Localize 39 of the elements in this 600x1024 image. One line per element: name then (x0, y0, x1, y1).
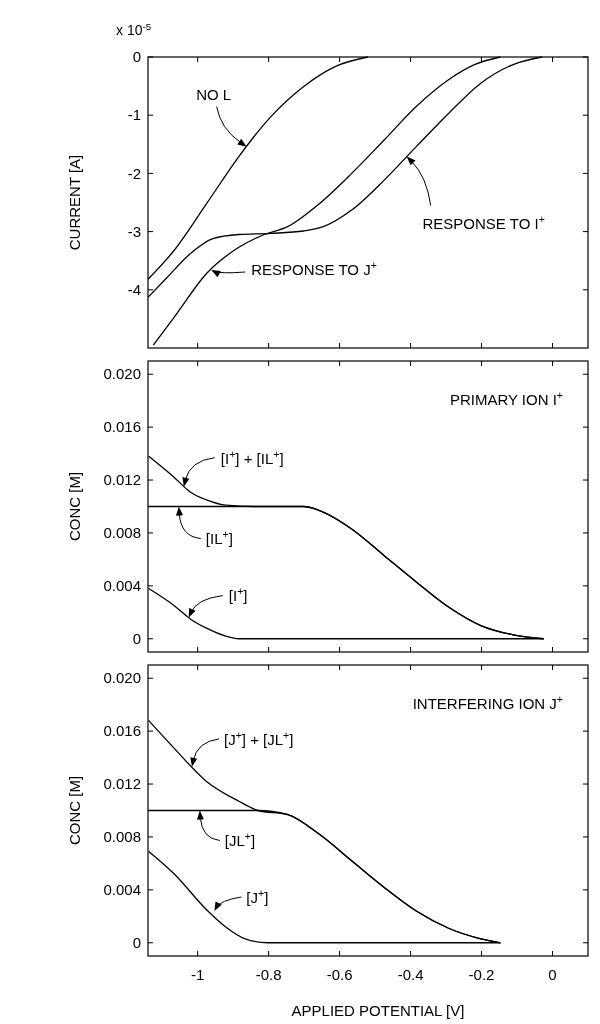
annotation: RESPONSE TO I$^{+}$ (422, 212, 545, 232)
y-tick-label: 0 (132, 630, 141, 648)
y-tick-label: -4 (127, 281, 141, 299)
y-tick-label: -3 (127, 222, 141, 240)
y-tick-label: 0.004 (103, 577, 141, 595)
y-axis-title: CURRENT [A] (66, 154, 83, 251)
x-tick-label: -0.2 (468, 966, 495, 983)
annotation: RESPONSE TO J$^{+}$ (251, 259, 377, 279)
y-tick-label: 0 (132, 48, 141, 66)
y-tick-label: 0.020 (103, 365, 141, 383)
annotation: [JL$^{+}$] (224, 829, 256, 849)
annotation: [J$^{+}$] + [JL$^{+}$] (224, 729, 294, 749)
y-tick-label: 0.008 (103, 828, 141, 846)
x-tick-label: -0.8 (255, 966, 282, 983)
y-tick-label: 0.020 (103, 669, 141, 687)
x-tick-label: -0.6 (326, 966, 353, 983)
annotation: [I$^{+}$] + [IL$^{+}$] (220, 447, 284, 467)
y-tick-label: 0.016 (103, 418, 141, 436)
y-tick-label: 0.012 (103, 775, 141, 793)
y-tick-label: 0 (132, 934, 141, 952)
y-tick-label: -2 (127, 164, 141, 182)
annotation: [I$^{+}$] (228, 584, 248, 604)
x-tick-label: 0 (548, 966, 557, 983)
text: INTERFERING ION J$^{+}$ (412, 693, 563, 712)
annotation: NO L (196, 85, 232, 103)
y-tick-label: 0.012 (103, 471, 141, 489)
x-tick-label: -1 (191, 966, 205, 983)
annotation: [J$^{+}$] (246, 887, 269, 907)
y-tick-label: 0.016 (103, 722, 141, 740)
y-tick-label: 0.004 (103, 881, 141, 899)
y-tick-label: 0.008 (103, 524, 141, 542)
y-tick-label: -1 (127, 106, 141, 124)
x-axis-title: APPLIED POTENTIAL [V] (291, 1002, 465, 1019)
x-tick-label: -0.4 (397, 966, 424, 983)
y-axis-title: CONC [M] (66, 471, 83, 542)
y-axis-title: CONC [M] (66, 775, 83, 846)
text: x 10$^{-5}$ (116, 20, 152, 38)
annotation: [IL$^{+}$] (205, 527, 233, 547)
text: PRIMARY ION I$^{+}$ (449, 389, 563, 408)
